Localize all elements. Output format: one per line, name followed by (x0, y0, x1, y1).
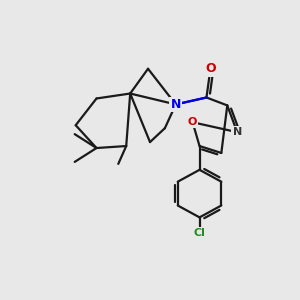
Text: O: O (188, 117, 197, 127)
Text: O: O (205, 62, 216, 75)
Text: N: N (232, 127, 242, 137)
Text: Cl: Cl (194, 228, 206, 238)
Text: N: N (171, 98, 181, 111)
